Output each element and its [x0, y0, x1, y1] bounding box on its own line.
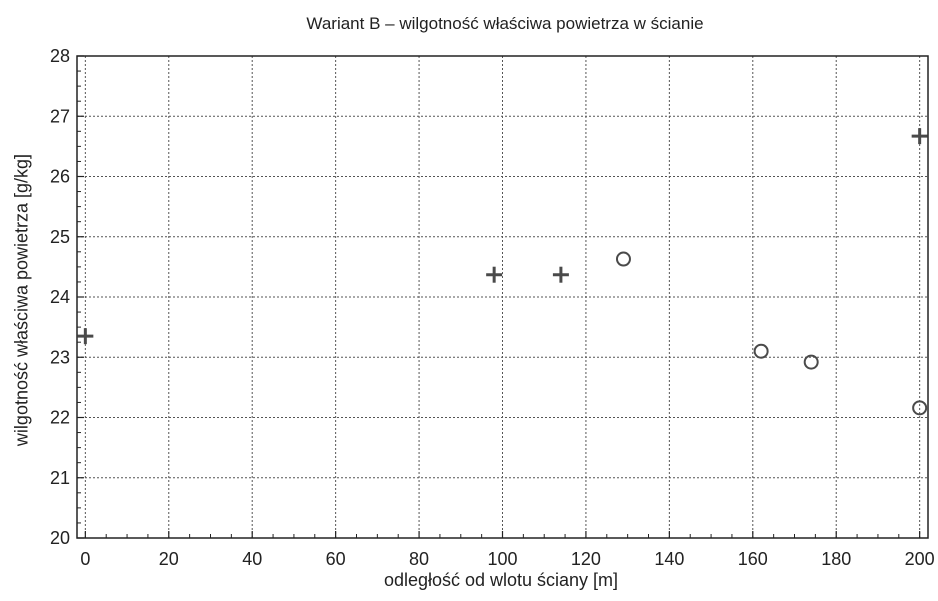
chart-title: Wariant B – wilgotność właściwa powietrz… — [306, 14, 704, 33]
x-axis-label: odległość od wlotu ściany [m] — [383, 570, 619, 590]
y-tick-label: 21 — [50, 468, 70, 488]
y-tick-label: 25 — [50, 227, 70, 247]
x-tick-label: 100 — [487, 549, 517, 569]
plus-marker — [552, 266, 569, 283]
x-tick-label: 120 — [571, 549, 601, 569]
x-axis-ticks: 0 20 40 60 80 100 120 140 160 180 200 — [80, 531, 935, 569]
plus-marker — [486, 266, 503, 283]
circle-marker — [615, 251, 631, 267]
minor-ticks — [77, 70, 900, 538]
x-tick-label: 60 — [326, 549, 346, 569]
y-tick-label: 23 — [50, 347, 70, 367]
y-tick-label: 27 — [50, 106, 70, 126]
circle-marker — [753, 343, 769, 359]
x-tick-label: 140 — [654, 549, 684, 569]
y-tick-label: 20 — [50, 528, 70, 548]
circle-marker — [912, 400, 928, 416]
x-tick-label: 20 — [159, 549, 179, 569]
y-axis-label: wilgotność właściwa powietrza [g/kg] — [11, 153, 32, 447]
plus-marker — [911, 128, 928, 145]
grid-lines — [77, 55, 928, 539]
y-tick-label: 24 — [50, 287, 70, 307]
y-axis-ticks: 20 21 22 23 24 25 26 27 28 — [50, 46, 84, 548]
x-tick-label: 40 — [242, 549, 262, 569]
y-tick-label: 26 — [50, 167, 70, 187]
x-tick-label: 80 — [409, 549, 429, 569]
y-tick-label: 22 — [50, 408, 70, 428]
circle-marker — [803, 354, 819, 370]
x-tick-label: 0 — [80, 549, 90, 569]
x-tick-label: 160 — [738, 549, 768, 569]
x-tick-label: 180 — [821, 549, 851, 569]
data-points — [77, 128, 928, 416]
x-tick-label: 200 — [905, 549, 935, 569]
plus-marker — [77, 328, 94, 345]
y-tick-label: 28 — [50, 46, 70, 66]
